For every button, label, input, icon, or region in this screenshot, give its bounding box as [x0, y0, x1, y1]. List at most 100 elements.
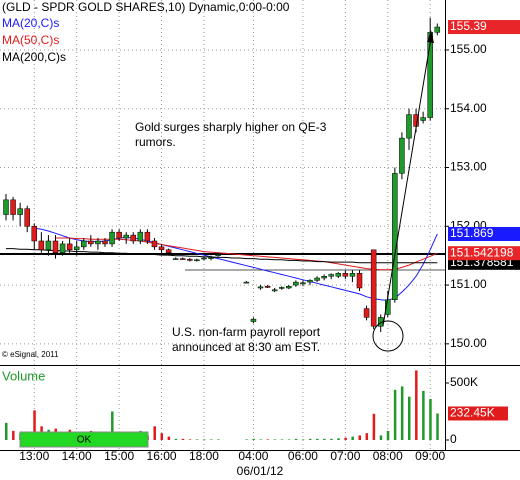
candle-body	[151, 240, 158, 248]
candle-body	[95, 240, 101, 245]
y-tick-label: 154.00	[450, 101, 487, 115]
copyright: © eSignal, 2011	[2, 350, 59, 359]
volume-tick-label: 0	[450, 432, 457, 446]
candle-body	[434, 26, 441, 33]
candle-body	[328, 274, 334, 277]
volume-bar	[337, 438, 340, 440]
status-button[interactable]	[19, 431, 149, 448]
candle-body	[293, 281, 299, 286]
candle-body	[123, 234, 129, 239]
y-tick-label: 153.00	[450, 160, 487, 174]
candle-body	[370, 249, 377, 327]
x-tick-label: 04:00	[238, 449, 268, 463]
status-button-label: OK	[77, 435, 92, 446]
volume-bar	[167, 436, 171, 440]
volume-bar	[259, 439, 263, 440]
volume-bar	[323, 438, 326, 440]
volume-bar	[153, 426, 156, 440]
candle-body	[31, 226, 38, 242]
volume-bar	[400, 386, 404, 440]
candle-body	[66, 243, 73, 251]
candle-body	[278, 287, 285, 289]
price-label: 151.869	[450, 226, 494, 240]
volume-bar	[266, 439, 270, 440]
volume-bar	[12, 430, 15, 440]
x-tick-label: 09:00	[415, 449, 445, 463]
candle-body	[158, 246, 165, 251]
candle-body	[300, 282, 306, 285]
candle-body	[427, 32, 433, 118]
volume-bar	[372, 413, 376, 440]
candle-body	[286, 285, 292, 289]
candle-body	[314, 277, 320, 281]
candle-body	[208, 257, 214, 259]
price-label-box	[448, 226, 520, 241]
x-tick-label: 14:00	[62, 449, 92, 463]
candle-body	[52, 240, 59, 253]
candle-body	[201, 257, 207, 260]
candle-body	[420, 117, 426, 121]
chart-title: (GLD - SPDR GOLD SHARES,10) Dynamic,0:00…	[2, 0, 290, 14]
volume-bar	[316, 438, 319, 440]
annotation: rumors.	[135, 135, 176, 149]
candle-body	[243, 281, 250, 284]
candle-body	[17, 208, 23, 215]
volume-last-label: 232.45K	[450, 406, 495, 420]
legend-entry: MA(50,C)s	[2, 33, 59, 47]
volume-label: Volume	[2, 368, 45, 383]
volume-bar	[393, 389, 397, 440]
annotation-arrow	[382, 37, 432, 327]
volume-bar	[351, 436, 354, 440]
candle-body	[399, 137, 405, 174]
x-tick-label: 16:00	[147, 449, 177, 463]
volume-bar	[202, 439, 206, 440]
price-label-box	[448, 20, 520, 35]
candle-body	[3, 199, 9, 215]
candle-body	[165, 249, 172, 253]
volume-bar	[294, 438, 298, 440]
volume-bar	[365, 433, 369, 440]
volume-last-box	[448, 406, 508, 421]
candle-body	[102, 240, 108, 245]
price-label-box	[448, 246, 520, 261]
candle-body	[59, 243, 66, 253]
candle-body	[349, 273, 356, 277]
volume-bar	[245, 439, 248, 440]
candle-body	[73, 246, 80, 251]
volume-bar	[33, 410, 36, 440]
y-tick-label: 155.00	[450, 42, 487, 56]
volume-bar	[429, 398, 432, 440]
candle-body	[109, 231, 115, 245]
candle-body	[264, 285, 271, 288]
annotation: announced at 8:30 am EST.	[172, 340, 320, 354]
volume-bar	[181, 438, 185, 440]
candle-body	[10, 199, 16, 215]
candle-body	[250, 318, 257, 322]
candle-body	[321, 275, 327, 279]
volume-bar	[379, 435, 383, 440]
candle-body	[130, 234, 137, 242]
volume-bar	[217, 439, 220, 440]
volume-bar	[330, 438, 333, 440]
volume-bar	[273, 439, 277, 440]
x-tick-label: 06:00	[288, 449, 318, 463]
volume-bar	[407, 396, 411, 440]
candle-body	[307, 280, 313, 283]
volume-tick-label: 500K	[450, 375, 478, 389]
x-tick-label: 08:00	[373, 449, 403, 463]
candle-body	[406, 114, 412, 139]
annotation: Gold surges sharply higher on QE-3	[135, 120, 327, 134]
candle-body	[392, 173, 398, 301]
ma-line	[34, 227, 438, 301]
volume-bar	[174, 438, 178, 440]
legend-entry: MA(20,C)s	[2, 16, 59, 30]
legend-entry: MA(200,C)s	[2, 50, 66, 64]
ma-line	[6, 248, 438, 264]
candle-body	[180, 258, 186, 260]
candle-body	[38, 240, 45, 251]
volume-bar	[188, 439, 192, 440]
y-tick-label: 150.00	[450, 336, 487, 350]
volume-bar	[422, 390, 425, 440]
candle-body	[356, 273, 363, 289]
